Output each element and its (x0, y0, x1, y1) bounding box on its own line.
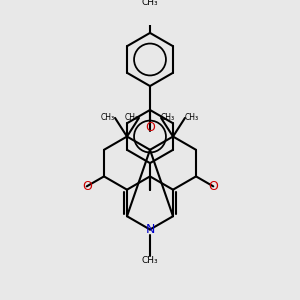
Text: O: O (82, 180, 92, 193)
Text: CH₃: CH₃ (185, 113, 199, 122)
Text: CH₃: CH₃ (142, 256, 158, 265)
Text: CH₃: CH₃ (161, 113, 175, 122)
Text: CH₃: CH₃ (101, 113, 115, 122)
Text: N: N (145, 223, 155, 236)
Text: CH₃: CH₃ (142, 0, 158, 7)
Text: O: O (208, 180, 218, 193)
Text: CH₃: CH₃ (125, 113, 139, 122)
Text: O: O (145, 121, 155, 134)
